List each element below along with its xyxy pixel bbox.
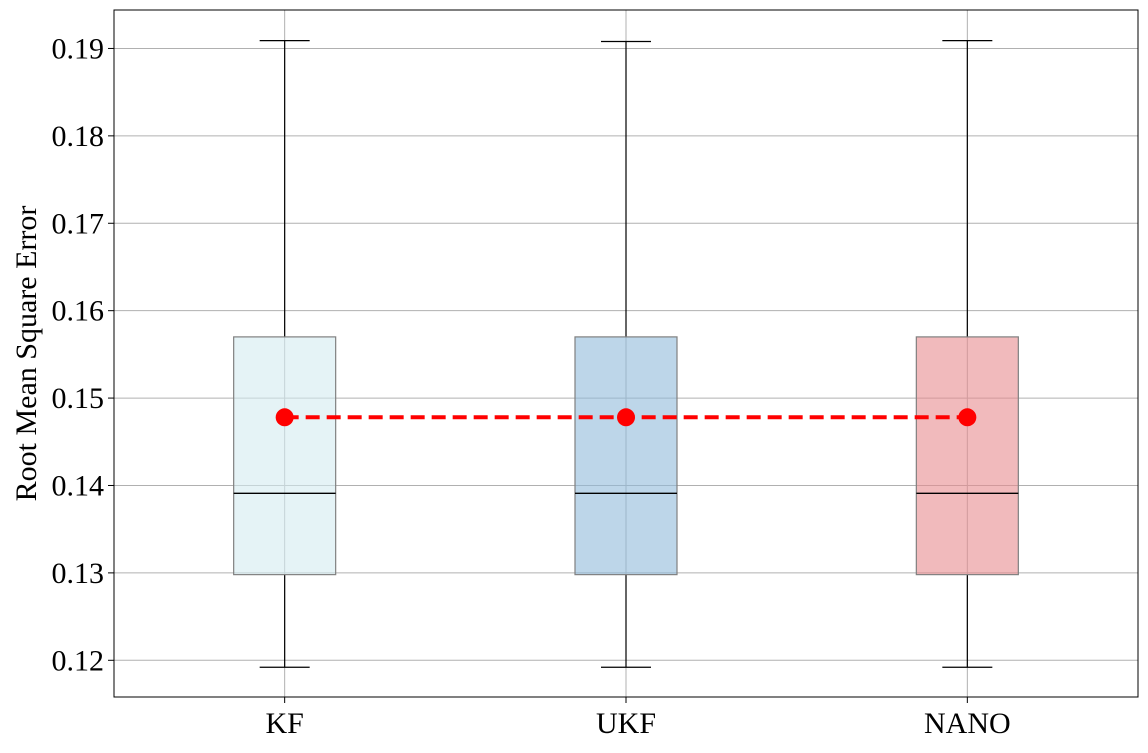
mean-layer bbox=[275, 408, 977, 427]
x-tick-label: KF bbox=[265, 707, 303, 740]
y-tick-label: 0.19 bbox=[52, 32, 105, 65]
y-tick-label: 0.14 bbox=[52, 469, 105, 502]
y-tick-label: 0.13 bbox=[52, 557, 105, 590]
mean-marker bbox=[275, 408, 294, 427]
mean-marker bbox=[958, 408, 977, 427]
x-tick-label: NANO bbox=[924, 707, 1011, 740]
y-tick-label: 0.12 bbox=[52, 644, 105, 677]
x-tick-label: UKF bbox=[596, 707, 656, 740]
box-ukf bbox=[574, 336, 678, 576]
box-kf bbox=[233, 336, 337, 576]
box-layer bbox=[233, 39, 1019, 668]
y-tick-label: 0.16 bbox=[52, 295, 105, 328]
y-tick-label: 0.15 bbox=[52, 382, 105, 415]
mean-marker bbox=[617, 408, 635, 427]
y-tick-label: 0.17 bbox=[52, 207, 105, 240]
y-axis-label: Root Mean Square Error bbox=[10, 206, 43, 502]
y-tick-label: 0.18 bbox=[52, 120, 105, 153]
axis-layer: 0.12 0.13 0.14 0.15 0.16 0.17 0.18 0.19 KF UKF NAN… bbox=[52, 32, 1011, 740]
box-nano bbox=[915, 336, 1019, 576]
